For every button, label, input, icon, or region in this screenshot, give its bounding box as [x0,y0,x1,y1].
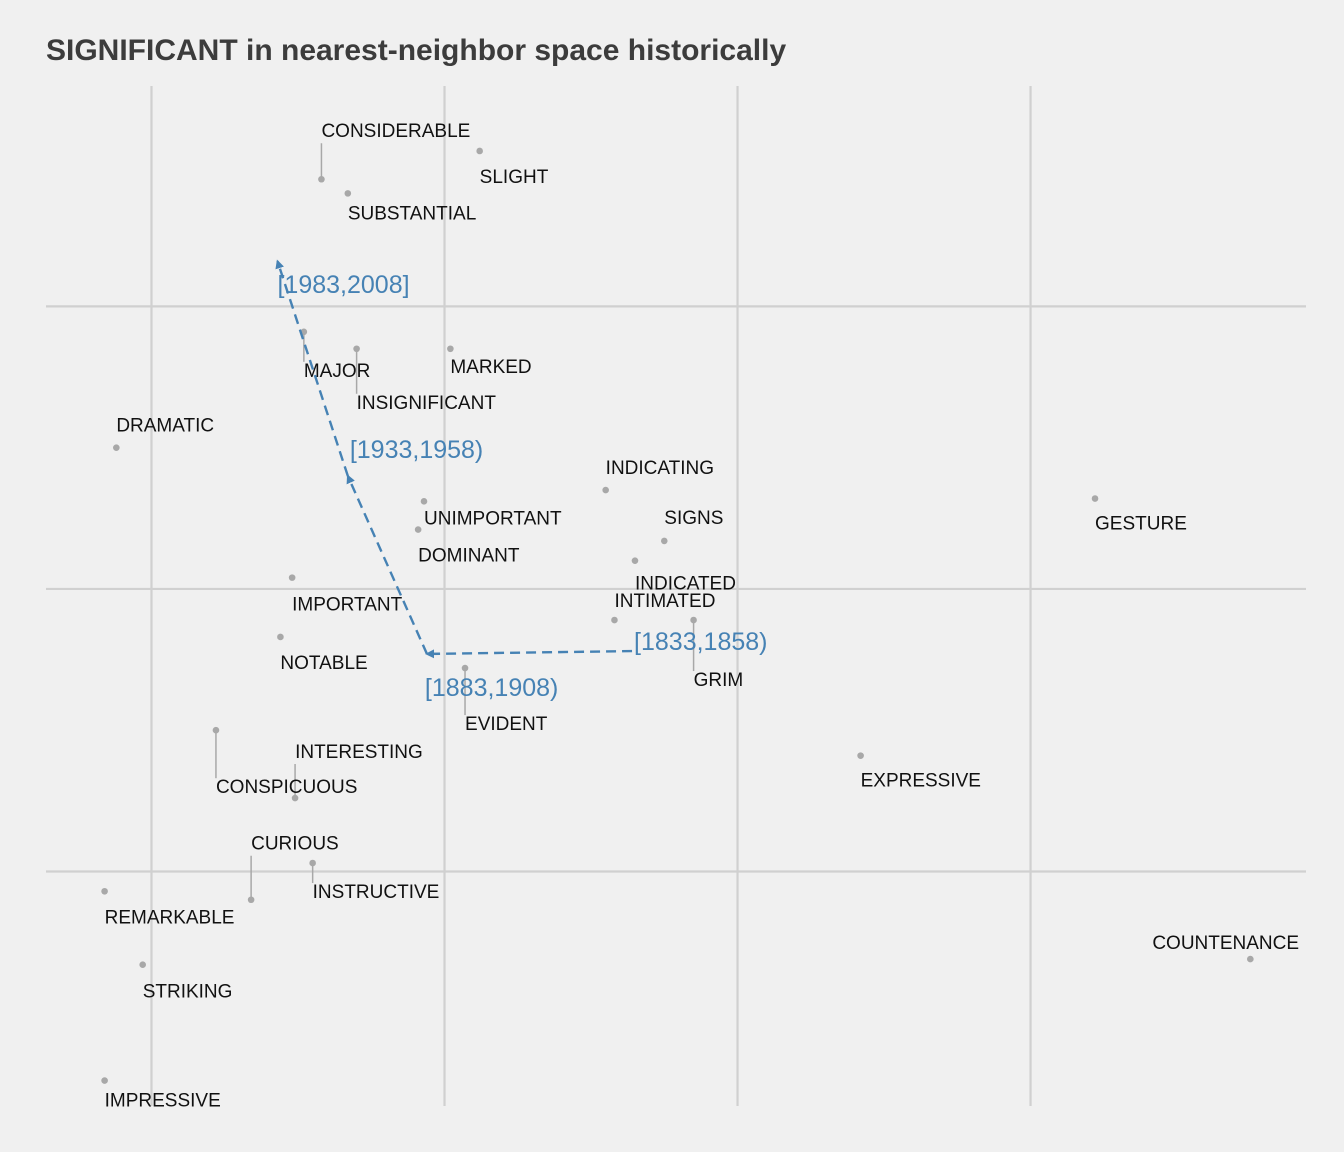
label-important: IMPORTANT [292,595,403,616]
point-curious [247,896,255,904]
label-slight: SLIGHT [480,167,549,188]
label-gesture: GESTURE [1095,514,1187,535]
point-instructive [309,859,316,867]
point-unimportant [420,498,428,505]
period-label-4: [1983,2008] [277,271,409,299]
grid [46,86,1306,1106]
label-considerable: CONSIDERABLE [321,121,470,142]
point-intimated [611,616,618,624]
label-notable: NOTABLE [280,653,367,674]
label-intimated: INTIMATED [614,591,715,612]
label-impressive: IMPRESSIVE [105,1091,221,1112]
label-signs: SIGNS [664,508,723,529]
point-impressive [101,1077,108,1084]
trajectory: [1833,1858) [1883,1908) [1933,1958) [1983,2… [275,259,767,702]
point-indicated [631,557,639,564]
trajectory-segment-1 [425,649,633,659]
label-expressive: EXPRESSIVE [861,771,981,792]
label-conspicuous: CONSPICUOUS [216,777,357,798]
point-interesting [291,794,299,802]
word-points [101,147,1254,1084]
chart-title: SIGNIFICANT in nearest-neighbor space hi… [46,34,787,67]
point-insignificant [353,345,360,353]
point-remarkable [101,887,108,895]
label-leaders [215,143,695,900]
point-countenance [1247,955,1254,963]
trajectory-segment-2 [346,474,429,655]
label-indicating: INDICATING [606,458,714,479]
point-notable [277,633,284,641]
point-dramatic [113,444,120,451]
label-dominant: DOMINANT [418,546,520,567]
label-insignificant: INSIGNIFICANT [357,393,497,414]
point-grim [690,616,697,624]
point-signs [660,537,668,545]
point-marked [447,345,454,353]
point-dominant [414,526,422,533]
label-marked: MARKED [450,357,531,378]
label-evident: EVIDENT [465,714,548,735]
label-instructive: INSTRUCTIVE [313,882,440,903]
point-striking [139,961,146,969]
label-striking: STRIKING [143,982,233,1003]
label-curious: CURIOUS [251,834,339,855]
point-conspicuous [212,726,220,734]
period-label-1: [1833,1858) [634,628,767,656]
trajectory-segment-3 [275,259,349,477]
point-substantial [344,190,352,197]
label-interesting: INTERESTING [295,742,423,763]
point-important [288,574,296,581]
point-indicating [602,486,609,494]
period-label-3: [1933,1958) [350,436,483,464]
label-substantial: SUBSTANTIAL [348,203,476,224]
point-slight [476,147,483,155]
label-remarkable: REMARKABLE [105,907,235,928]
point-evident [461,664,469,672]
period-label-2: [1883,1908) [425,674,558,702]
label-major: MAJOR [304,361,371,382]
label-grim: GRIM [694,670,744,691]
point-considerable [318,175,325,183]
label-dramatic: DRAMATIC [116,416,214,437]
label-unimportant: UNIMPORTANT [424,508,562,529]
point-expressive [857,752,864,759]
label-indicated: INDICATED [635,574,736,595]
label-countenance: COUNTENANCE [1152,933,1299,954]
point-gesture [1091,495,1099,502]
